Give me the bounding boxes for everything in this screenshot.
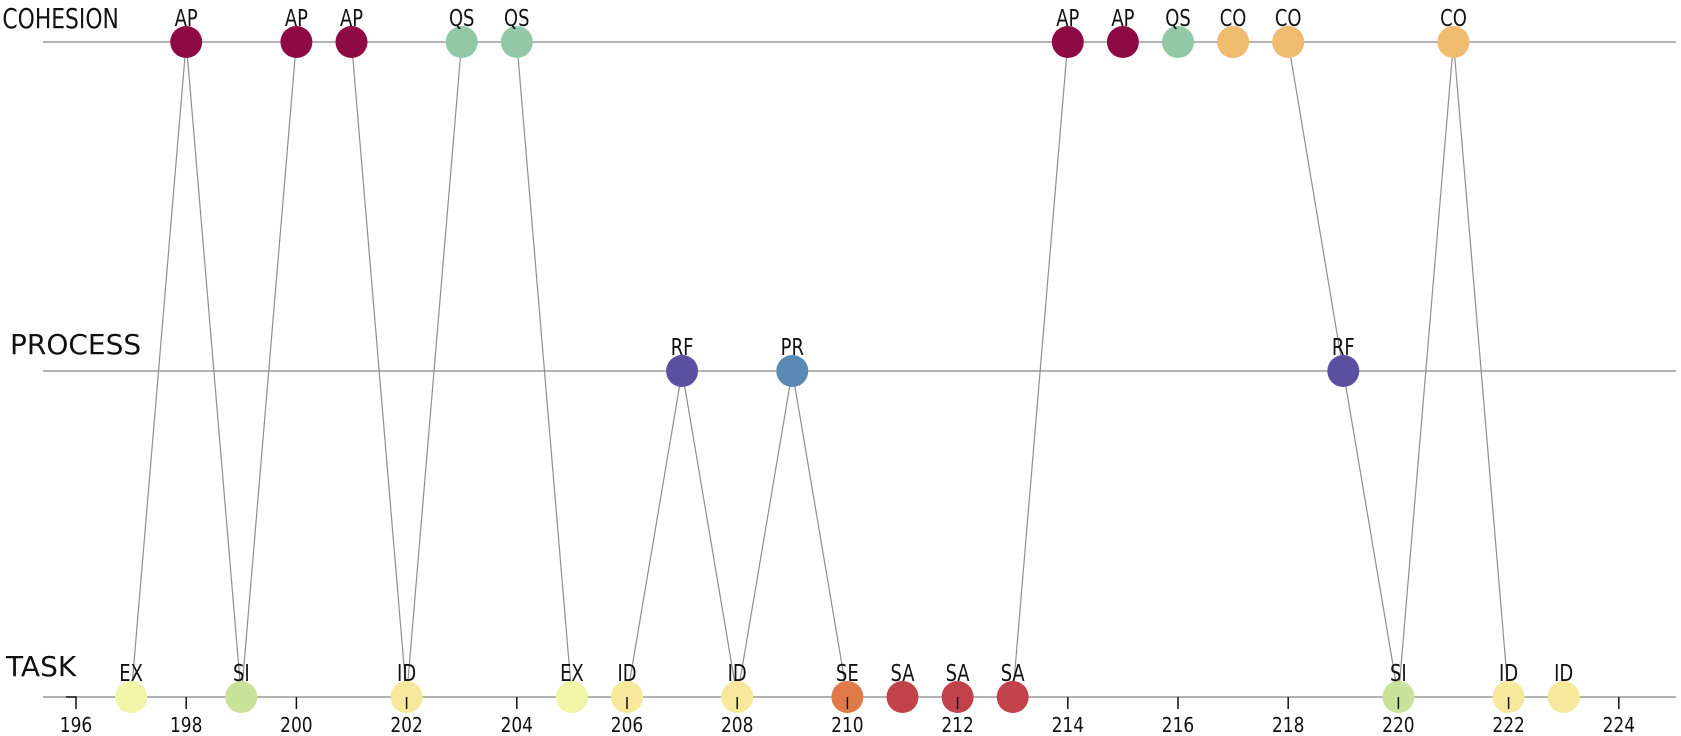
data-point-id — [1547, 681, 1580, 713]
band-label-task: TASK — [5, 650, 77, 683]
point-label-co: CO — [1220, 5, 1247, 32]
data-point-ap — [170, 26, 203, 58]
data-point-ex — [555, 681, 588, 713]
x-tick-label: 210 — [831, 715, 863, 736]
x-tick-label: 206 — [611, 715, 643, 736]
point-label-id: ID — [1499, 660, 1518, 687]
x-tick-label: 218 — [1272, 715, 1304, 736]
point-label-ex: EX — [119, 660, 143, 687]
x-tick-label: 208 — [721, 715, 753, 736]
transition-link — [681, 370, 738, 698]
point-label-rf: RF — [671, 334, 694, 361]
transition-link — [240, 41, 297, 698]
point-label-sa: SA — [1001, 660, 1025, 687]
point-label-si: SI — [233, 660, 250, 687]
point-labels: EX AP SI AP AP ID QS QS EX ID RF ID PR SE SA SA SA AP AP QS… — [119, 5, 1573, 687]
x-tick-label: 200 — [280, 715, 312, 736]
data-point-pr — [776, 355, 809, 387]
data-point-ap — [280, 26, 313, 58]
transition-link — [1012, 41, 1069, 698]
x-tick-label: 196 — [60, 715, 92, 736]
transition-link — [791, 370, 848, 698]
point-label-ex: EX — [560, 660, 584, 687]
x-tick-label: 204 — [501, 715, 533, 736]
x-tick-label: 212 — [941, 715, 973, 736]
data-point-ap — [1106, 26, 1139, 58]
point-label-id: ID — [617, 660, 636, 687]
transition-link — [406, 41, 463, 698]
data-point-qs — [1162, 26, 1194, 58]
point-label-id: ID — [728, 660, 747, 687]
x-tick-label: 198 — [170, 715, 202, 736]
x-tick-label: 214 — [1052, 715, 1084, 736]
data-points — [115, 26, 1580, 713]
point-label-ap: AP — [175, 5, 198, 32]
data-point-ex — [115, 681, 148, 713]
data-point-co — [1217, 26, 1250, 58]
data-point-co — [1272, 26, 1305, 58]
x-tick-label: 216 — [1162, 715, 1194, 736]
point-label-id: ID — [397, 660, 416, 687]
transition-link — [130, 41, 187, 698]
point-label-qs: QS — [504, 5, 529, 32]
data-point-qs — [500, 26, 533, 58]
transition-link — [736, 370, 793, 698]
point-label-sa: SA — [946, 660, 970, 687]
x-tick-label: 222 — [1492, 715, 1524, 736]
x-tick-label: 220 — [1382, 715, 1414, 736]
point-label-qs: QS — [449, 5, 474, 32]
x-axis-origin-tick — [66, 696, 77, 709]
point-label-sa: SA — [891, 660, 915, 687]
point-label-qs: QS — [1165, 5, 1190, 32]
transition-link — [350, 41, 408, 698]
data-point-ap — [335, 26, 368, 58]
point-label-id: ID — [1554, 660, 1573, 687]
x-axis: 196 198 200 202 204 206 208 210 212 214 216 218 220 2… — [60, 696, 1635, 736]
data-point-sa — [996, 681, 1029, 713]
point-label-co: CO — [1275, 5, 1302, 32]
band-label-cohesion: COHESION — [2, 2, 118, 34]
point-label-rf: RF — [1332, 334, 1355, 361]
data-point-si — [225, 681, 258, 713]
x-tick-label: 224 — [1603, 715, 1635, 736]
data-point-rf — [1327, 355, 1360, 387]
data-point-sa — [886, 681, 919, 713]
point-label-ap: AP — [340, 5, 363, 32]
point-label-ap: AP — [1111, 5, 1134, 32]
band-label-process: PROCESS — [10, 328, 141, 361]
transition-link — [516, 41, 573, 698]
point-label-ap: AP — [1056, 5, 1079, 32]
transition-link — [185, 41, 242, 698]
point-label-co: CO — [1440, 5, 1467, 32]
transition-links — [130, 41, 1510, 698]
data-point-co — [1437, 26, 1470, 58]
point-label-pr: PR — [781, 334, 804, 361]
point-label-si: SI — [1390, 660, 1407, 687]
transition-link — [1397, 41, 1455, 698]
band-labels: COHESION PROCESS TASK — [2, 2, 141, 683]
point-label-se: SE — [836, 660, 859, 687]
transition-link — [1342, 370, 1399, 698]
transition-link — [1452, 41, 1510, 698]
point-label-ap: AP — [285, 5, 308, 32]
data-point-ap — [1051, 26, 1084, 58]
x-tick-label: 202 — [390, 715, 422, 736]
data-point-qs — [445, 26, 478, 58]
transition-link — [1287, 41, 1344, 372]
transition-link — [626, 370, 683, 698]
data-point-rf — [666, 355, 699, 387]
